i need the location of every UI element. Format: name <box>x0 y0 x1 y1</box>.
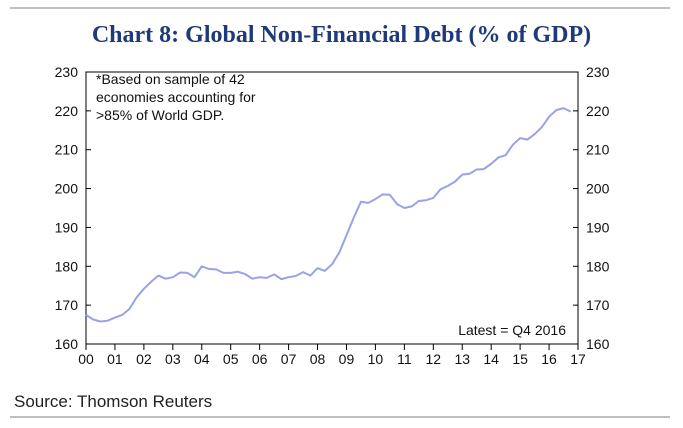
top-rule <box>10 7 670 9</box>
x-tick-label: 12 <box>426 351 442 367</box>
x-tick-label: 16 <box>541 351 557 367</box>
source-note: Source: Thomson Reuters <box>14 392 213 411</box>
x-tick-label: 13 <box>454 351 470 367</box>
y-tick-label-right: 160 <box>586 336 610 352</box>
x-tick-label: 01 <box>107 351 123 367</box>
chart-series <box>85 107 572 323</box>
y-tick-label-left: 200 <box>55 181 79 197</box>
annotation-line-1: *Based on sample of 42 <box>96 71 245 87</box>
x-tick-label: 11 <box>397 351 412 367</box>
x-tick-label: 03 <box>165 351 181 367</box>
x-tick-label: 15 <box>512 351 528 367</box>
x-tick-label: 09 <box>339 351 355 367</box>
chart-ticks: 160 160 170 170 180 180 190 190 200 200 210 210 220 2… <box>55 64 610 367</box>
annotation-line-2: economies accounting for <box>96 89 256 105</box>
y-tick-label-right: 210 <box>586 142 610 158</box>
debt-series-line <box>85 107 572 323</box>
y-tick-label-right: 190 <box>586 219 610 235</box>
x-tick-label: 05 <box>223 351 239 367</box>
y-tick-label-left: 190 <box>55 219 79 235</box>
x-tick-label: 08 <box>310 351 326 367</box>
x-tick-label: 04 <box>194 351 210 367</box>
y-tick-label-right: 230 <box>586 64 610 80</box>
x-tick-label: 14 <box>483 351 499 367</box>
x-tick-label: 06 <box>252 351 268 367</box>
y-tick-label-right: 180 <box>586 258 610 274</box>
y-tick-label-right: 170 <box>586 297 610 313</box>
x-tick-label: 17 <box>570 351 586 367</box>
y-tick-label-right: 220 <box>586 103 610 119</box>
y-tick-label-right: 200 <box>586 181 610 197</box>
chart-axes <box>85 71 579 345</box>
plot-border <box>85 71 579 345</box>
x-tick-label: 00 <box>78 351 94 367</box>
y-tick-label-left: 220 <box>55 103 79 119</box>
y-tick-label-left: 210 <box>55 142 79 158</box>
y-tick-label-left: 180 <box>55 258 79 274</box>
y-tick-label-left: 170 <box>55 297 79 313</box>
x-tick-label: 02 <box>136 351 152 367</box>
x-tick-label: 07 <box>281 351 297 367</box>
annotation-line-3: >85% of World GDP. <box>96 107 224 123</box>
latest-label: Latest = Q4 2016 <box>458 322 566 338</box>
chart-title: Chart 8: Global Non-Financial Debt (% of… <box>91 22 592 48</box>
x-tick-label: 10 <box>368 351 384 367</box>
y-tick-label-left: 160 <box>55 336 79 352</box>
bottom-rule <box>10 416 670 418</box>
chart-notes: *Based on sample of 42 economies account… <box>96 71 566 338</box>
y-tick-label-left: 230 <box>55 64 79 80</box>
